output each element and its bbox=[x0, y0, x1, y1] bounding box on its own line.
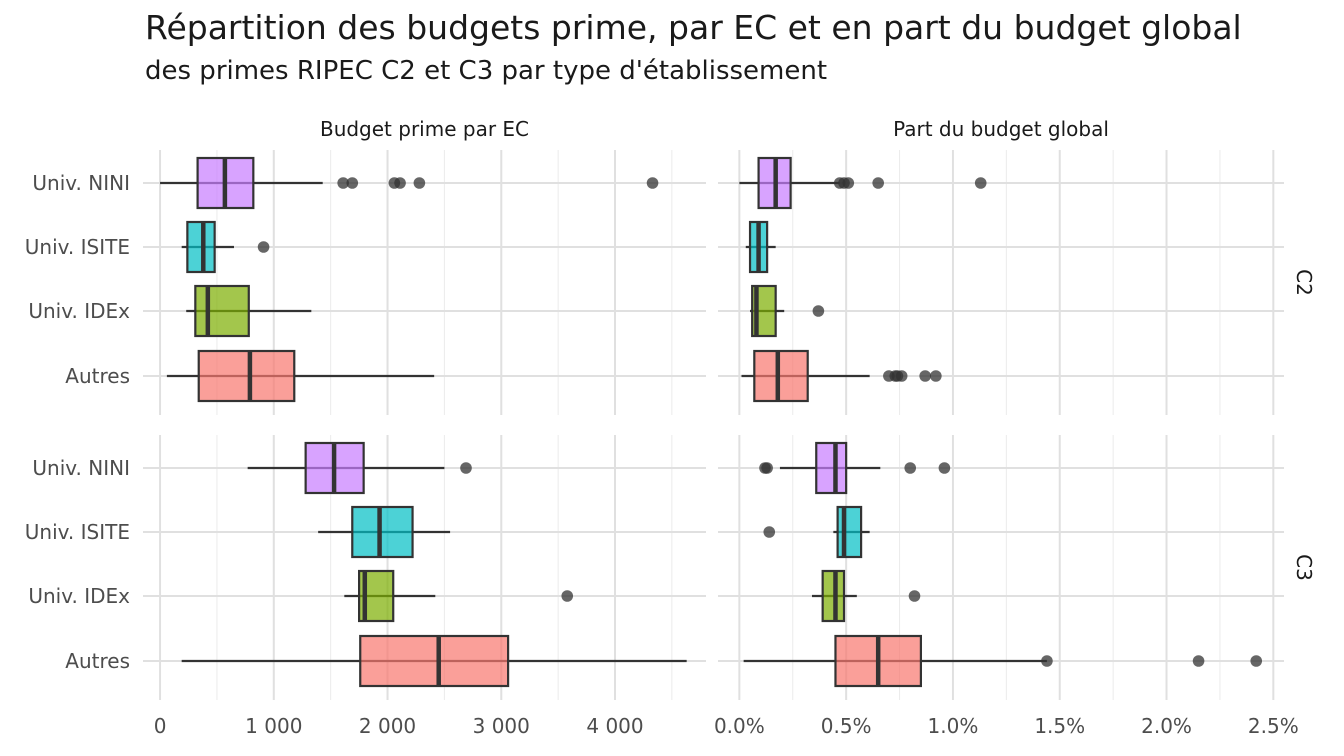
outlier-point bbox=[974, 177, 987, 189]
box-univ-idex bbox=[750, 284, 825, 338]
outlier-point bbox=[413, 177, 426, 189]
y-tick-label: Autres bbox=[65, 649, 130, 673]
panel-1-0 bbox=[739, 156, 987, 403]
box bbox=[186, 220, 216, 274]
outlier-point bbox=[346, 177, 359, 189]
x-tick-label: 2 000 bbox=[359, 714, 416, 738]
panel-0-0 bbox=[160, 156, 659, 403]
box-univ-idex bbox=[344, 569, 574, 623]
panel-0-1 bbox=[181, 441, 687, 688]
box bbox=[194, 284, 250, 338]
outlier-point bbox=[763, 526, 776, 538]
y-tick-label: Univ. NINI bbox=[32, 456, 130, 480]
outlier-point bbox=[938, 462, 951, 474]
x-tick-label: 2.5% bbox=[1248, 714, 1299, 738]
outlier-point bbox=[1192, 655, 1205, 667]
outlier-point bbox=[919, 370, 931, 382]
x-tick-label: 0.5% bbox=[821, 714, 872, 738]
outlier-point bbox=[460, 462, 472, 474]
box-autres bbox=[166, 349, 435, 403]
box-autres bbox=[743, 634, 1263, 688]
outlier-point bbox=[257, 241, 270, 253]
box bbox=[359, 634, 510, 688]
outlier-point bbox=[908, 590, 921, 602]
y-tick-label: Autres bbox=[65, 364, 130, 388]
box bbox=[815, 441, 848, 495]
outlier-point bbox=[904, 462, 917, 474]
box-autres bbox=[181, 634, 687, 688]
outlier-point bbox=[895, 370, 908, 382]
facet-row-label: C3 bbox=[1292, 554, 1316, 581]
box-autres bbox=[741, 349, 942, 403]
outlier-point bbox=[761, 462, 773, 474]
x-tick-label: 1.5% bbox=[1034, 714, 1085, 738]
outlier-point bbox=[930, 370, 942, 382]
x-tick-label: 3 000 bbox=[473, 714, 530, 738]
y-tick-label: Univ. ISITE bbox=[25, 520, 130, 544]
x-tick-label: 2.0% bbox=[1141, 714, 1192, 738]
box-univ-nini bbox=[247, 441, 472, 495]
box-univ-nini bbox=[759, 441, 951, 495]
y-tick-label: Univ. NINI bbox=[32, 171, 130, 195]
box-univ-nini bbox=[160, 156, 659, 210]
box-univ-isite bbox=[763, 505, 870, 559]
box bbox=[351, 505, 414, 559]
x-tick-label: 1 000 bbox=[245, 714, 302, 738]
outlier-point bbox=[1041, 655, 1053, 667]
x-tick-label: 0 bbox=[154, 714, 167, 738]
chart-subtitle: des primes RIPEC C2 et C3 par type d'éta… bbox=[145, 56, 828, 86]
outlier-point bbox=[561, 590, 574, 602]
outlier-point bbox=[812, 305, 825, 317]
y-tick-label: Univ. ISITE bbox=[25, 235, 130, 259]
outlier-point bbox=[337, 177, 349, 189]
box-univ-idex bbox=[186, 284, 312, 338]
y-tick-label: Univ. IDEx bbox=[28, 299, 130, 323]
facet-column-label: Part du budget global bbox=[893, 117, 1109, 141]
box-univ-idex bbox=[811, 569, 921, 623]
x-tick-label: 0.0% bbox=[714, 714, 765, 738]
x-tick-label: 4 000 bbox=[586, 714, 643, 738]
panel-1-1 bbox=[743, 441, 1263, 688]
box-univ-nini bbox=[739, 156, 987, 210]
box-univ-isite bbox=[318, 505, 451, 559]
box-univ-isite bbox=[745, 220, 776, 274]
x-tick-label: 1.0% bbox=[928, 714, 979, 738]
outlier-point bbox=[842, 177, 855, 189]
box bbox=[753, 349, 809, 403]
box bbox=[197, 349, 296, 403]
box-univ-isite bbox=[181, 220, 270, 274]
box bbox=[836, 505, 863, 559]
y-tick-label: Univ. IDEx bbox=[28, 584, 130, 608]
facet-column-label: Budget prime par EC bbox=[320, 117, 529, 141]
outlier-point bbox=[1250, 655, 1263, 667]
facet-row-label: C2 bbox=[1292, 269, 1316, 296]
outlier-point bbox=[394, 177, 406, 189]
outlier-point bbox=[646, 177, 659, 189]
outlier-point bbox=[872, 177, 884, 189]
chart-title: Répartition des budgets prime, par EC et… bbox=[145, 8, 1242, 47]
